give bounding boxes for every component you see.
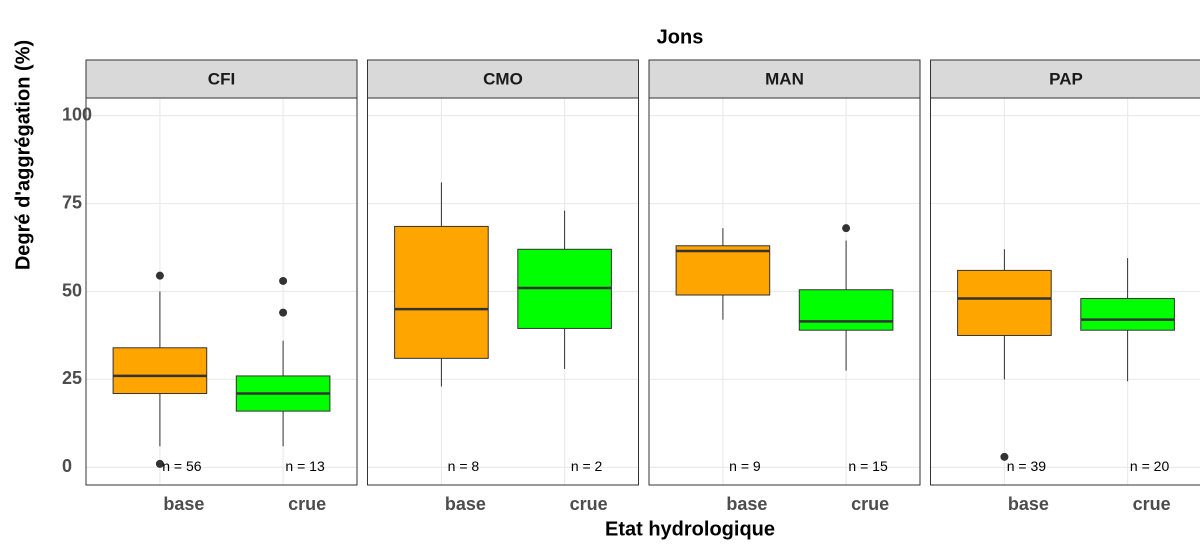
chart-title: Jons: [657, 26, 704, 48]
outlier: [279, 276, 288, 285]
panel-border: [367, 97, 639, 486]
box: [798, 289, 894, 331]
n-label: n = 9: [729, 458, 761, 474]
x-tick-label: base: [726, 494, 767, 514]
outlier: [842, 224, 851, 233]
y-tick-label: 50: [62, 280, 82, 300]
x-tick-label: base: [1008, 494, 1049, 514]
strip-background: [367, 59, 639, 99]
y-tick-label: 100: [62, 104, 92, 124]
outlier: [155, 459, 164, 468]
facet-label: MAN: [765, 69, 804, 88]
n-label: n = 8: [448, 458, 480, 474]
x-tick-label: crue: [570, 494, 608, 514]
outlier: [1000, 452, 1009, 461]
x-tick-label: base: [163, 494, 204, 514]
panel-border: [930, 97, 1200, 486]
n-label: n = 20: [1130, 458, 1170, 474]
box: [957, 269, 1052, 336]
y-axis-label: Degré d'aggrégation (%): [12, 40, 34, 270]
facet-label: CMO: [483, 69, 523, 88]
x-tick-label: base: [445, 494, 486, 514]
n-label: n = 15: [848, 458, 888, 474]
box: [675, 245, 771, 296]
outlier: [155, 271, 164, 280]
x-tick-label: crue: [851, 494, 889, 514]
y-tick-label: 25: [62, 368, 82, 388]
x-axis-label: Etat hydrologique: [605, 518, 775, 540]
n-label: n = 13: [285, 458, 325, 474]
y-tick-label: 0: [62, 456, 72, 476]
box: [112, 347, 208, 395]
y-tick-label: 75: [62, 192, 82, 212]
box: [394, 225, 489, 359]
n-label: n = 2: [571, 458, 603, 474]
x-tick-label: crue: [1133, 494, 1171, 514]
n-label: n = 39: [1007, 458, 1047, 474]
strip-background: [85, 59, 358, 99]
facet-label: CFI: [208, 69, 235, 88]
facet-label: PAP: [1049, 69, 1083, 88]
panel-border: [85, 97, 358, 486]
x-tick-label: crue: [288, 494, 326, 514]
strip-background: [648, 59, 921, 99]
n-label: n = 56: [162, 458, 202, 474]
panel-border: [648, 97, 921, 486]
strip-background: [930, 59, 1200, 99]
box: [1080, 298, 1175, 331]
outlier: [279, 308, 288, 317]
